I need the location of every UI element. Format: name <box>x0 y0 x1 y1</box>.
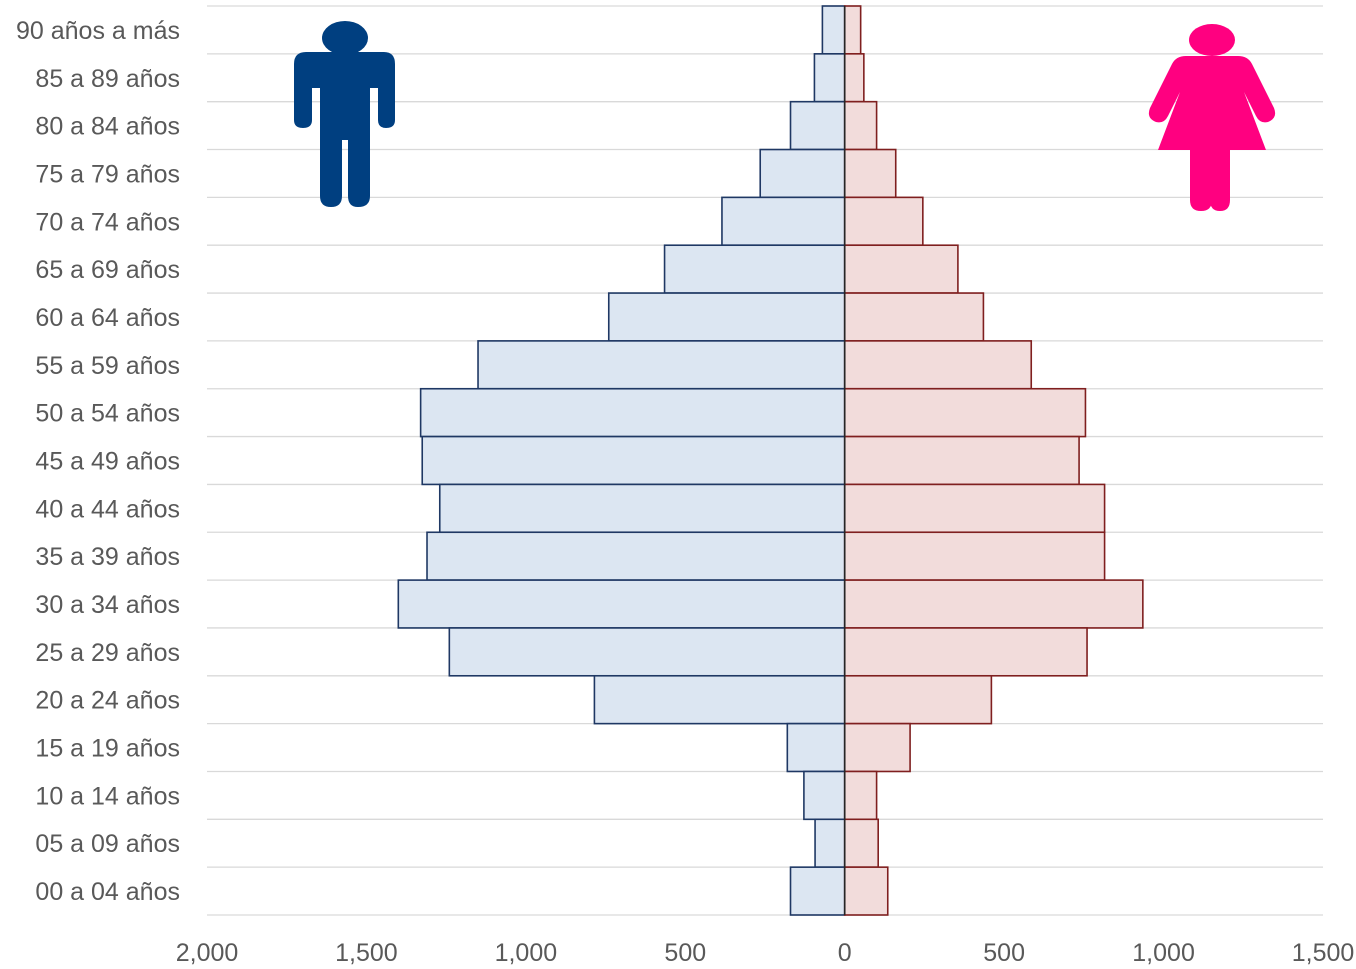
x-tick-label: 1,500 <box>335 939 398 967</box>
bar-left-0 <box>821 5 846 55</box>
bar-right-4 <box>843 196 924 247</box>
age-group-label: 55 a 59 años <box>35 352 180 380</box>
age-group-label: 85 a 89 años <box>35 65 180 93</box>
bar-right-8 <box>843 387 1087 438</box>
bar-left-1 <box>813 53 846 103</box>
x-tick-label: 500 <box>983 939 1025 967</box>
bar-left-8 <box>419 387 846 438</box>
bar-left-17 <box>814 818 846 868</box>
bar-right-13 <box>843 627 1088 677</box>
bar-left-11 <box>426 531 846 581</box>
bar-left-12 <box>397 579 846 629</box>
bar-left-7 <box>477 340 846 390</box>
age-group-label: 40 a 44 años <box>35 495 180 523</box>
bar-right-14 <box>843 674 993 725</box>
age-group-labels: 90 años a más 85 a 89 años 80 a 84 años 75 … <box>16 17 180 906</box>
bar-right-10 <box>843 483 1106 534</box>
bar-right-12 <box>843 579 1144 629</box>
bar-left-3 <box>759 148 846 199</box>
bar-left-9 <box>421 435 846 486</box>
bar-left-13 <box>448 627 846 677</box>
bar-left-5 <box>663 244 846 294</box>
x-tick-label: 2,000 <box>176 939 239 967</box>
x-tick-labels: 2,000 1,500 1,000 500 0 500 1,000 1,500 <box>176 939 1355 967</box>
age-group-label: 15 a 19 años <box>35 735 180 763</box>
x-tick-label: 1,000 <box>495 939 558 967</box>
bar-right-0 <box>843 5 862 55</box>
bar-right-3 <box>843 148 897 199</box>
bar-right-2 <box>843 100 878 151</box>
bar-right-15 <box>843 722 911 773</box>
bar-right-11 <box>843 531 1106 581</box>
bar-right-6 <box>843 292 985 342</box>
age-group-label: 90 años a más <box>16 17 180 45</box>
bar-left-15 <box>786 722 846 773</box>
bar-right-16 <box>843 770 878 821</box>
bar-left-14 <box>593 674 846 725</box>
bar-right-7 <box>843 340 1033 390</box>
age-group-label: 70 a 74 años <box>35 208 180 236</box>
bar-left-2 <box>789 100 846 151</box>
bars <box>397 5 1144 916</box>
age-group-label: 60 a 64 años <box>35 304 180 332</box>
age-group-label: 25 a 29 años <box>35 639 180 667</box>
x-tick-label: 1,000 <box>1132 939 1195 967</box>
female-person-icon <box>1148 24 1276 211</box>
bar-left-6 <box>607 292 846 342</box>
x-tick-label: 1,500 <box>1292 939 1355 967</box>
bar-left-4 <box>721 196 846 247</box>
bar-right-17 <box>843 818 879 868</box>
male-person-icon <box>294 21 395 207</box>
age-group-label: 05 a 09 años <box>35 830 180 858</box>
age-group-label: 20 a 24 años <box>35 687 180 715</box>
bar-left-18 <box>789 866 846 916</box>
age-group-label: 45 a 49 años <box>35 448 180 476</box>
bar-right-18 <box>843 866 889 916</box>
bar-left-10 <box>438 483 846 534</box>
age-group-label: 35 a 39 años <box>35 543 180 571</box>
age-group-label: 65 a 69 años <box>35 256 180 284</box>
bar-right-1 <box>843 53 865 103</box>
age-group-label: 10 a 14 años <box>35 782 180 810</box>
age-group-label: 00 a 04 años <box>35 878 180 906</box>
bar-left-16 <box>803 770 846 821</box>
bar-right-9 <box>843 435 1080 486</box>
x-tick-label: 500 <box>664 939 706 967</box>
age-group-label: 50 a 54 años <box>35 400 180 428</box>
age-group-label: 30 a 34 años <box>35 591 180 619</box>
age-group-label: 75 a 79 años <box>35 160 180 188</box>
x-tick-label: 0 <box>838 939 852 967</box>
age-group-label: 80 a 84 años <box>35 113 180 141</box>
bar-right-5 <box>843 244 959 294</box>
